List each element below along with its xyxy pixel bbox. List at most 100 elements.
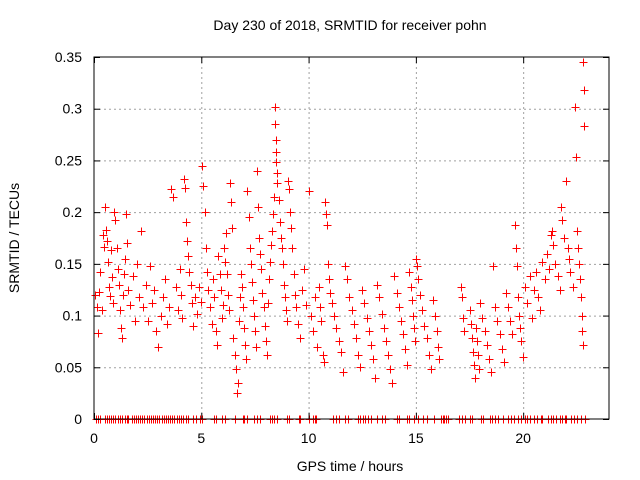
data-point <box>159 293 168 302</box>
data-point <box>253 167 262 176</box>
data-point <box>124 286 133 295</box>
data-point <box>107 246 116 255</box>
data-point <box>176 265 185 274</box>
data-point <box>425 351 434 360</box>
data-point <box>557 203 566 212</box>
data-point <box>429 296 438 305</box>
data-point <box>271 120 280 129</box>
data-point <box>459 314 468 323</box>
data-point <box>239 303 248 312</box>
data-point <box>543 250 552 259</box>
data-point <box>324 260 333 269</box>
data-point <box>487 368 496 377</box>
data-point <box>574 244 583 253</box>
data-point <box>99 231 108 240</box>
data-point <box>352 334 361 343</box>
x-tick-label: 10 <box>301 430 317 446</box>
data-point <box>201 208 210 217</box>
data-point <box>214 252 223 261</box>
data-point <box>234 379 243 388</box>
data-point <box>263 351 272 360</box>
data-point <box>516 324 525 333</box>
y-axis-label: SRMTID / TECUs <box>6 183 22 293</box>
data-point <box>321 198 330 207</box>
data-point <box>469 348 478 357</box>
data-point <box>226 179 235 188</box>
data-point <box>284 177 293 186</box>
data-point <box>113 244 122 253</box>
data-point <box>217 286 226 295</box>
data-point <box>536 306 545 315</box>
data-point <box>292 303 301 312</box>
data-point <box>103 237 112 246</box>
data-point <box>416 291 425 300</box>
data-point <box>100 243 109 252</box>
data-point <box>489 262 498 271</box>
data-point <box>183 237 192 246</box>
data-point <box>288 244 297 253</box>
data-point <box>337 348 346 357</box>
data-point <box>579 58 588 67</box>
grid-lines <box>94 57 609 419</box>
data-point <box>198 162 207 171</box>
data-point <box>410 324 419 333</box>
data-point <box>435 355 444 364</box>
y-tick-label: 0.2 <box>63 204 83 220</box>
data-point <box>386 365 395 374</box>
axis-ticks <box>94 57 609 420</box>
data-point <box>291 291 300 300</box>
data-point <box>413 262 422 271</box>
data-point <box>508 330 517 339</box>
data-point <box>414 275 423 284</box>
data-point <box>319 351 328 360</box>
data-point <box>412 255 421 264</box>
data-point <box>126 301 135 310</box>
data-point <box>148 299 157 308</box>
data-point <box>298 286 307 295</box>
data-point <box>407 283 416 292</box>
x-tick-label: 5 <box>197 430 205 446</box>
data-point <box>282 306 291 315</box>
data-point <box>279 260 288 269</box>
data-point <box>397 317 406 326</box>
data-point <box>558 216 567 225</box>
data-point <box>576 275 585 284</box>
data-point <box>95 288 104 297</box>
data-point <box>262 337 271 346</box>
data-point <box>504 303 513 312</box>
data-point <box>526 272 535 281</box>
data-point <box>251 327 260 336</box>
data-point <box>203 268 212 277</box>
data-point <box>348 306 357 315</box>
data-point <box>146 262 155 271</box>
data-point <box>152 327 161 336</box>
data-point <box>257 265 266 274</box>
data-point <box>506 317 515 326</box>
data-point <box>210 293 219 302</box>
data-point <box>556 286 565 295</box>
data-point <box>260 303 269 312</box>
data-point <box>104 258 113 267</box>
data-point <box>578 312 587 321</box>
data-point <box>208 320 217 329</box>
data-point <box>232 365 241 374</box>
data-point <box>220 244 229 253</box>
data-point <box>335 337 344 346</box>
data-point <box>350 320 359 329</box>
data-point <box>247 260 256 269</box>
data-point <box>569 283 578 292</box>
data-point <box>431 312 440 321</box>
data-point <box>423 334 432 343</box>
data-point <box>250 312 259 321</box>
data-point <box>547 231 556 240</box>
data-point <box>241 341 250 350</box>
data-point <box>261 322 270 331</box>
data-point <box>252 343 261 352</box>
data-point <box>119 291 128 300</box>
data-point <box>178 314 187 323</box>
data-point <box>403 361 412 370</box>
data-point <box>408 296 417 305</box>
data-point <box>137 227 146 236</box>
data-point <box>275 196 284 205</box>
